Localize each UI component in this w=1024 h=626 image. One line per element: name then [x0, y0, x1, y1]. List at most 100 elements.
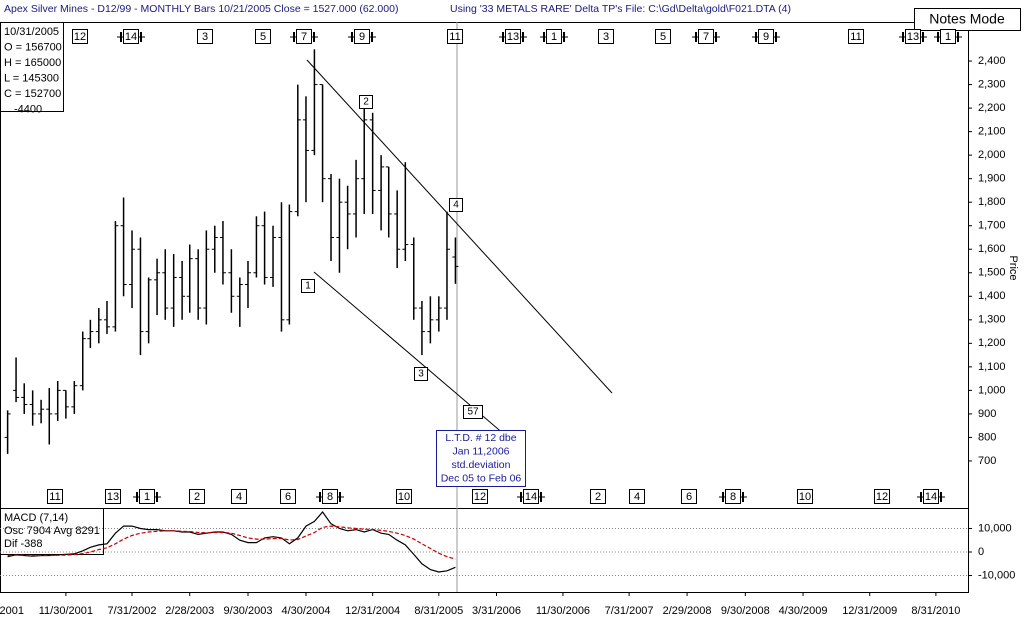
- upper-trendline: [306, 59, 613, 394]
- cycle-marker: 12: [74, 31, 86, 43]
- wave-label-box: [301, 279, 315, 293]
- cycle-marker-box: [940, 29, 956, 44]
- notes-mode-button[interactable]: [914, 8, 1021, 31]
- wave-label: 2: [363, 97, 369, 108]
- lower-trendline: [313, 271, 526, 453]
- y-tick-label: 2,000: [978, 149, 1006, 161]
- x-tick-label: 11/30/2006: [536, 605, 590, 617]
- cycle-marker: 6: [686, 491, 692, 503]
- x-tick-label: 9/30/2008: [721, 605, 770, 617]
- cycle-marker-box: [231, 489, 247, 504]
- y-tick-label: 700: [978, 455, 996, 467]
- cycle-marker: 14: [125, 31, 137, 43]
- x-tick-label: 7/31/2002: [108, 605, 157, 617]
- wave-label-box: [449, 198, 463, 212]
- cycle-marker-box: [629, 489, 645, 504]
- macd-line: [7, 511, 456, 573]
- note-line: Jan 11,2006: [452, 445, 509, 457]
- cycle-marker-box: [655, 29, 671, 44]
- wave-label: 3: [418, 369, 424, 380]
- cycle-marker: 11: [449, 31, 460, 43]
- cycle-marker-box: [797, 489, 813, 504]
- info-line: 10/31/2005: [4, 26, 59, 38]
- cycle-marker: 1: [551, 31, 557, 43]
- x-tick-label: 3/31/2001: [0, 605, 24, 617]
- cycle-marker: 7: [301, 31, 307, 43]
- note-line: Dec 05 to Feb 06: [441, 472, 522, 484]
- cycle-marker-box: [189, 489, 205, 504]
- x-tick-label: 7/31/2007: [605, 605, 654, 617]
- cycle-marker: 8: [327, 491, 333, 503]
- wave-label-box: [463, 405, 483, 419]
- x-tick-label: 11/30/2001: [39, 605, 93, 617]
- cycle-marker: 11: [850, 31, 861, 43]
- cycle-marker-box: [280, 489, 296, 504]
- macd-line: [7, 525, 456, 560]
- cycle-marker: 13: [107, 491, 119, 503]
- info-line: L = 145300: [4, 72, 59, 84]
- cycle-marker: 9: [359, 31, 365, 43]
- cycle-marker-box: [698, 29, 714, 44]
- cycle-marker-box: [197, 29, 213, 44]
- cycle-marker: 14: [525, 491, 537, 503]
- cycle-marker: 13: [907, 31, 919, 43]
- notes-mode-label[interactable]: Notes Mode: [929, 11, 1005, 27]
- y-tick-label: 1,200: [978, 337, 1006, 349]
- note-box: [436, 430, 526, 487]
- info-line: -4400: [14, 103, 42, 115]
- cycle-marker-box: [758, 29, 774, 44]
- cycle-marker: 5: [260, 31, 266, 43]
- y-tick-label: 2,400: [978, 55, 1006, 67]
- y-tick-label: 1,000: [978, 384, 1006, 396]
- wave-label: 4: [453, 200, 459, 211]
- info-box: [0, 22, 64, 112]
- cycle-marker-box: [296, 29, 312, 44]
- cycle-marker-box: [848, 29, 864, 44]
- x-tick-label: 2/29/2008: [663, 605, 712, 617]
- macd-legend-line: Dif -388: [4, 538, 43, 550]
- x-tick-label: 8/31/2005: [414, 605, 463, 617]
- cycle-marker: 11: [49, 491, 60, 503]
- cycle-marker-box: [590, 489, 606, 504]
- note-line: L.T.D. # 12 dbe: [445, 432, 516, 444]
- cycle-marker: 6: [285, 491, 291, 503]
- cycle-marker: 12: [474, 491, 486, 503]
- info-line: O = 156700: [4, 41, 62, 53]
- y-tick-label: 1,400: [978, 290, 1006, 302]
- y-tick-label: 2,200: [978, 102, 1006, 114]
- cycle-marker: 14: [925, 491, 937, 503]
- y-tick-label: 900: [978, 408, 996, 420]
- y-tick-label: 2,100: [978, 126, 1006, 138]
- cycle-marker: 4: [236, 491, 242, 503]
- cycle-marker: 2: [595, 491, 601, 503]
- cycle-marker: 7: [703, 31, 709, 43]
- cycle-marker-box: [598, 29, 614, 44]
- cycle-marker: 12: [876, 491, 888, 503]
- wave-label: 1: [305, 281, 311, 292]
- cycle-marker: 1: [945, 31, 951, 43]
- wave-label-box: [359, 95, 373, 109]
- cycle-marker-box: [72, 29, 88, 44]
- cycle-marker-box: [139, 489, 155, 504]
- wave-label: 57: [467, 407, 479, 418]
- cycle-marker: 4: [634, 491, 640, 503]
- cycle-marker: 2: [194, 491, 200, 503]
- y-tick-label: 0: [978, 546, 984, 558]
- cycle-marker-box: [725, 489, 741, 504]
- x-tick-label: 8/31/2010: [911, 605, 960, 617]
- cycle-marker: 5: [660, 31, 666, 43]
- cycle-marker-box: [546, 29, 562, 44]
- cycle-marker-box: [923, 489, 939, 504]
- y-tick-label: 1,100: [978, 361, 1006, 373]
- x-tick-label: 12/31/2009: [842, 605, 897, 617]
- macd-legend-line: MACD (7,14): [4, 512, 68, 524]
- cycle-marker: 10: [799, 491, 811, 503]
- cycle-marker: 1: [144, 491, 150, 503]
- y-tick-label: 800: [978, 431, 996, 443]
- y-tick-label: 1,900: [978, 173, 1006, 185]
- cycle-marker: 9: [763, 31, 769, 43]
- x-tick-label: 2/28/2003: [165, 605, 214, 617]
- cycle-marker-box: [47, 489, 63, 504]
